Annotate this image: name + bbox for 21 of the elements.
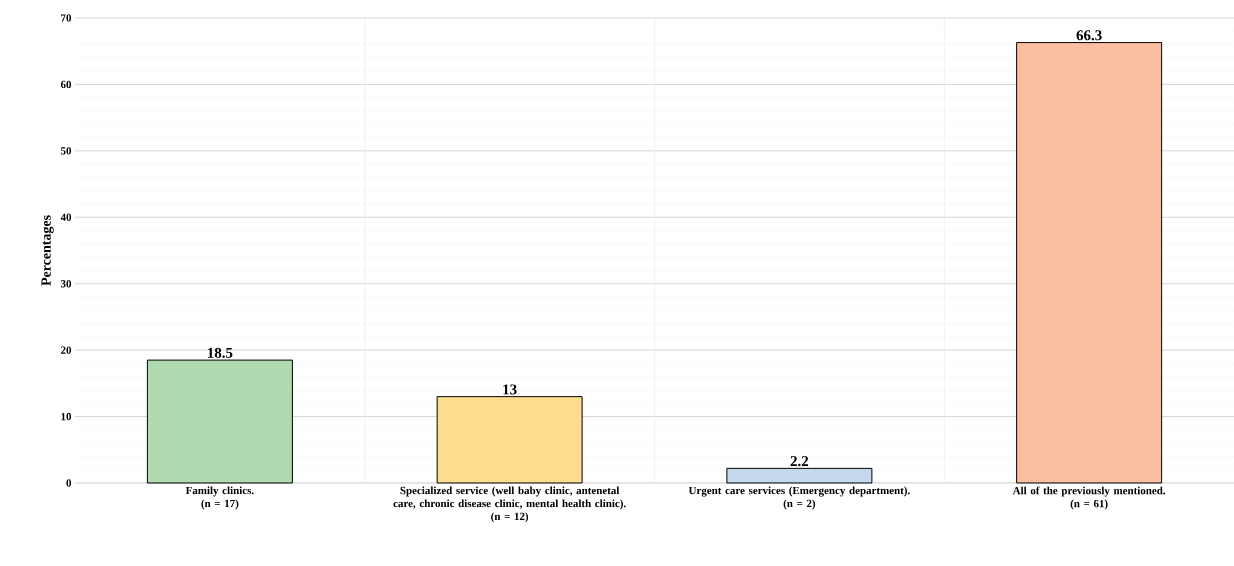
- y-tick-label: 10: [61, 412, 72, 421]
- data-label: 18.5: [208, 347, 233, 358]
- data-label: 66.3: [1076, 30, 1102, 41]
- bar: [146, 359, 293, 484]
- x-tick-label: Urgent care services (Emergency department). (n = 2): [688, 486, 910, 510]
- x-tick-label: Family clinics. (n = 17): [185, 486, 254, 510]
- y-axis-title: Percentages: [41, 215, 54, 286]
- y-tick-label: 50: [60, 147, 72, 155]
- y-tick-label: 70: [61, 14, 72, 22]
- y-tick-label: 40: [60, 213, 72, 221]
- bar: [726, 467, 873, 484]
- data-label: 2.2: [790, 456, 809, 467]
- x-tick-label: All of the previously mentioned. (n = 61): [1012, 486, 1166, 510]
- y-tick-label: 20: [60, 346, 72, 354]
- y-tick-label: 60: [60, 80, 72, 89]
- y-tick-label: 30: [60, 280, 72, 288]
- y-tick-label: 0: [66, 479, 72, 487]
- x-tick-label: Specialized service (well baby clinic, antenetal care, chronic disease clinic, mental health clinic). (n = 12): [393, 486, 626, 523]
- bar: [436, 396, 583, 484]
- data-label: 13: [503, 384, 517, 395]
- bar: [1016, 42, 1163, 484]
